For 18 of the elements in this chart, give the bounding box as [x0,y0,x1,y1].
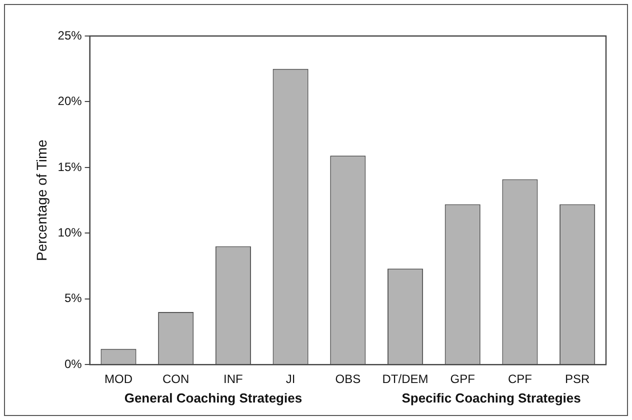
y-tick-label: 5% [64,291,82,306]
x-tick-label: PSR [564,372,590,386]
y-tick-label: 20% [58,94,82,108]
text: Specific Coaching Strategies [402,390,581,406]
x-tick-label: MOD [104,372,133,386]
x-tick-label: OBS [335,372,361,386]
y-axis-title: Percentage of Time [33,139,50,262]
y-tick-label: 0% [64,356,82,371]
y-tick-label: 10% [58,225,82,240]
x-tick-label: INF [224,372,243,386]
text: General Coaching Strategies [124,390,302,406]
y-tick-label: 15% [58,160,82,174]
x-tick-label: CON [162,372,190,386]
x-tick-label: JI [286,372,296,386]
x-tick-label: CPF [508,372,532,386]
y-tick-label: 25% [58,28,82,42]
x-tick-label: GPF [450,372,475,386]
x-tick-label: DT/DEM [382,372,428,386]
